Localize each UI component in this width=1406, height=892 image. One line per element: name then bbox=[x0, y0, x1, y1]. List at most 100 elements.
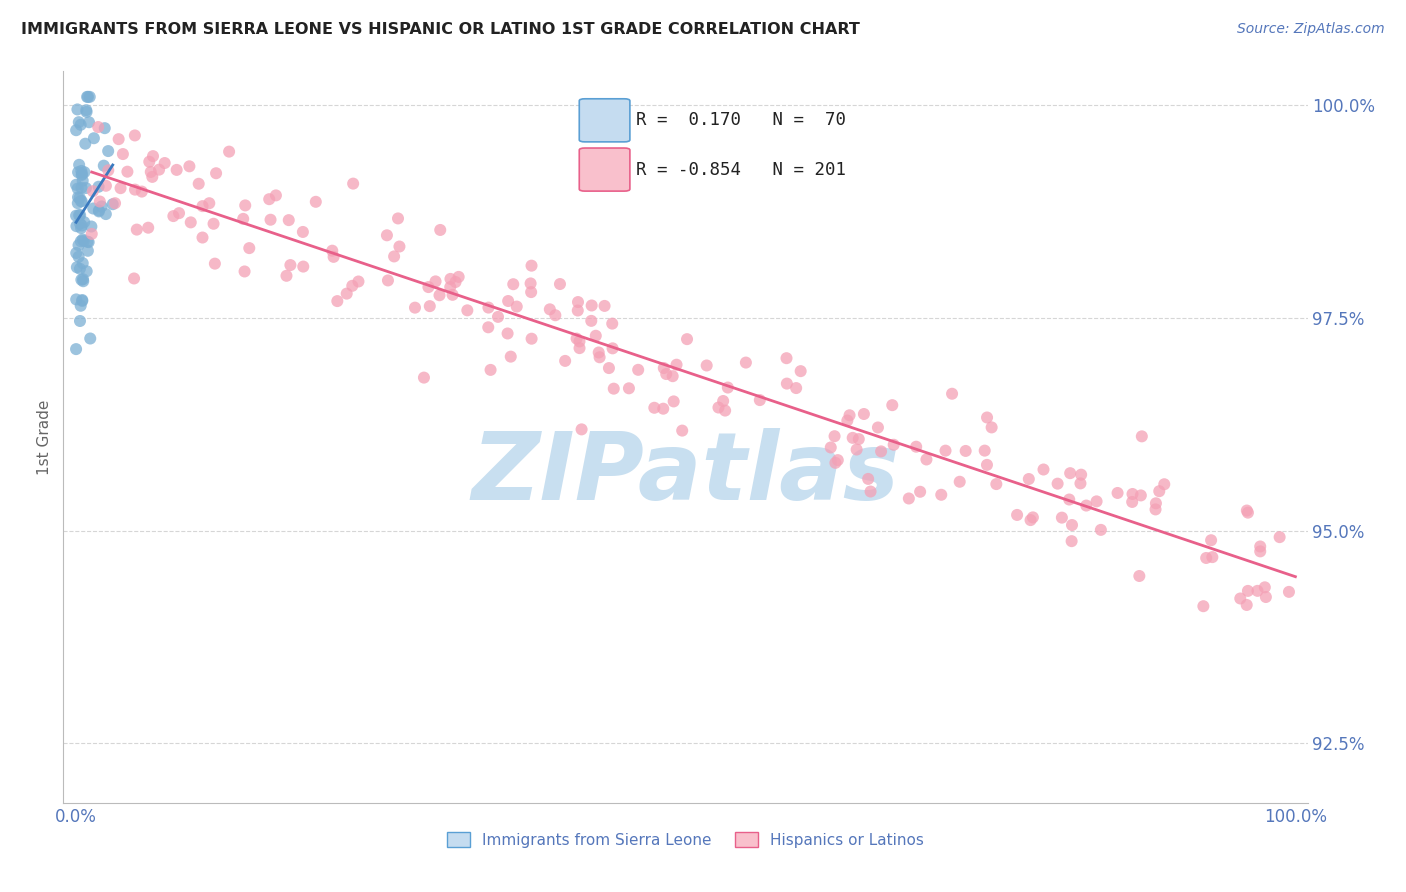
Point bbox=[439, 280, 461, 294]
Point bbox=[603, 382, 626, 396]
Point bbox=[1199, 533, 1222, 548]
Point bbox=[136, 220, 159, 235]
Point bbox=[69, 261, 91, 276]
Point bbox=[1121, 495, 1143, 509]
Point bbox=[1129, 488, 1152, 502]
Point bbox=[125, 222, 148, 236]
Point bbox=[581, 298, 603, 312]
Point bbox=[291, 225, 314, 239]
Point bbox=[866, 420, 889, 434]
Point bbox=[75, 136, 97, 151]
Point bbox=[838, 409, 860, 423]
Point bbox=[77, 90, 100, 104]
Point bbox=[643, 401, 665, 415]
Point bbox=[585, 328, 607, 343]
Point bbox=[70, 180, 93, 194]
Point bbox=[153, 156, 176, 170]
Point bbox=[567, 295, 589, 310]
Point bbox=[72, 272, 94, 286]
Point bbox=[520, 259, 543, 273]
Point bbox=[627, 363, 650, 377]
Point bbox=[711, 394, 734, 409]
Point bbox=[76, 244, 98, 258]
Point bbox=[1005, 508, 1028, 522]
Point bbox=[789, 364, 811, 378]
Point bbox=[707, 401, 730, 415]
Point bbox=[65, 178, 87, 192]
Point bbox=[1246, 583, 1268, 598]
Point bbox=[73, 234, 96, 248]
Point bbox=[652, 361, 675, 376]
Point bbox=[70, 293, 93, 307]
Point bbox=[1069, 476, 1091, 491]
Point bbox=[87, 204, 110, 219]
Point bbox=[69, 208, 91, 222]
Point bbox=[232, 211, 254, 226]
Point bbox=[94, 207, 117, 221]
Legend: Immigrants from Sierra Leone, Hispanics or Latinos: Immigrants from Sierra Leone, Hispanics … bbox=[441, 826, 929, 854]
Point bbox=[75, 181, 97, 195]
Point bbox=[1032, 462, 1054, 476]
Point bbox=[202, 217, 225, 231]
Point bbox=[148, 162, 170, 177]
Point bbox=[1254, 580, 1277, 594]
Point bbox=[70, 221, 93, 235]
Point bbox=[439, 272, 461, 286]
Point bbox=[1022, 510, 1045, 524]
Point bbox=[905, 440, 928, 454]
Point bbox=[1237, 506, 1260, 520]
Point bbox=[425, 274, 447, 288]
Point bbox=[661, 369, 683, 384]
Point bbox=[1107, 486, 1129, 500]
Point bbox=[82, 184, 104, 198]
Point bbox=[671, 424, 693, 438]
Point bbox=[479, 363, 502, 377]
Point bbox=[882, 398, 904, 412]
Point bbox=[1249, 540, 1271, 554]
Point bbox=[80, 219, 103, 234]
Point bbox=[388, 239, 411, 253]
Point bbox=[581, 314, 603, 328]
Point bbox=[342, 177, 364, 191]
Point bbox=[824, 456, 846, 470]
Point bbox=[1085, 494, 1108, 508]
Point bbox=[1237, 583, 1260, 598]
Point bbox=[908, 484, 931, 499]
Point bbox=[1121, 487, 1143, 501]
Point bbox=[1254, 590, 1277, 604]
Point bbox=[845, 442, 868, 457]
Point bbox=[233, 198, 256, 212]
Point bbox=[93, 121, 115, 136]
Point bbox=[1192, 599, 1215, 614]
Point bbox=[696, 359, 718, 373]
Point bbox=[66, 103, 89, 117]
Point bbox=[655, 367, 678, 381]
Text: ZIPatlas: ZIPatlas bbox=[471, 427, 900, 520]
Point bbox=[883, 438, 905, 452]
Point bbox=[377, 273, 399, 287]
Point bbox=[538, 302, 561, 317]
Point bbox=[499, 350, 522, 364]
Point bbox=[73, 215, 96, 229]
Point bbox=[87, 203, 110, 218]
Point bbox=[1090, 523, 1112, 537]
Point bbox=[69, 118, 91, 132]
Point bbox=[1130, 429, 1153, 443]
Point bbox=[162, 209, 184, 223]
Point bbox=[66, 260, 89, 275]
Point bbox=[429, 288, 451, 302]
Point bbox=[83, 131, 105, 145]
Point bbox=[1153, 477, 1175, 491]
Point bbox=[326, 294, 349, 309]
Point bbox=[277, 213, 299, 227]
Point bbox=[1278, 585, 1301, 599]
Point bbox=[520, 285, 543, 299]
Point bbox=[593, 299, 616, 313]
Point bbox=[322, 250, 344, 264]
Point bbox=[1076, 499, 1098, 513]
Point bbox=[69, 314, 91, 328]
Point bbox=[949, 475, 972, 489]
Point bbox=[486, 310, 509, 324]
Point bbox=[444, 275, 467, 289]
Point bbox=[97, 144, 120, 158]
